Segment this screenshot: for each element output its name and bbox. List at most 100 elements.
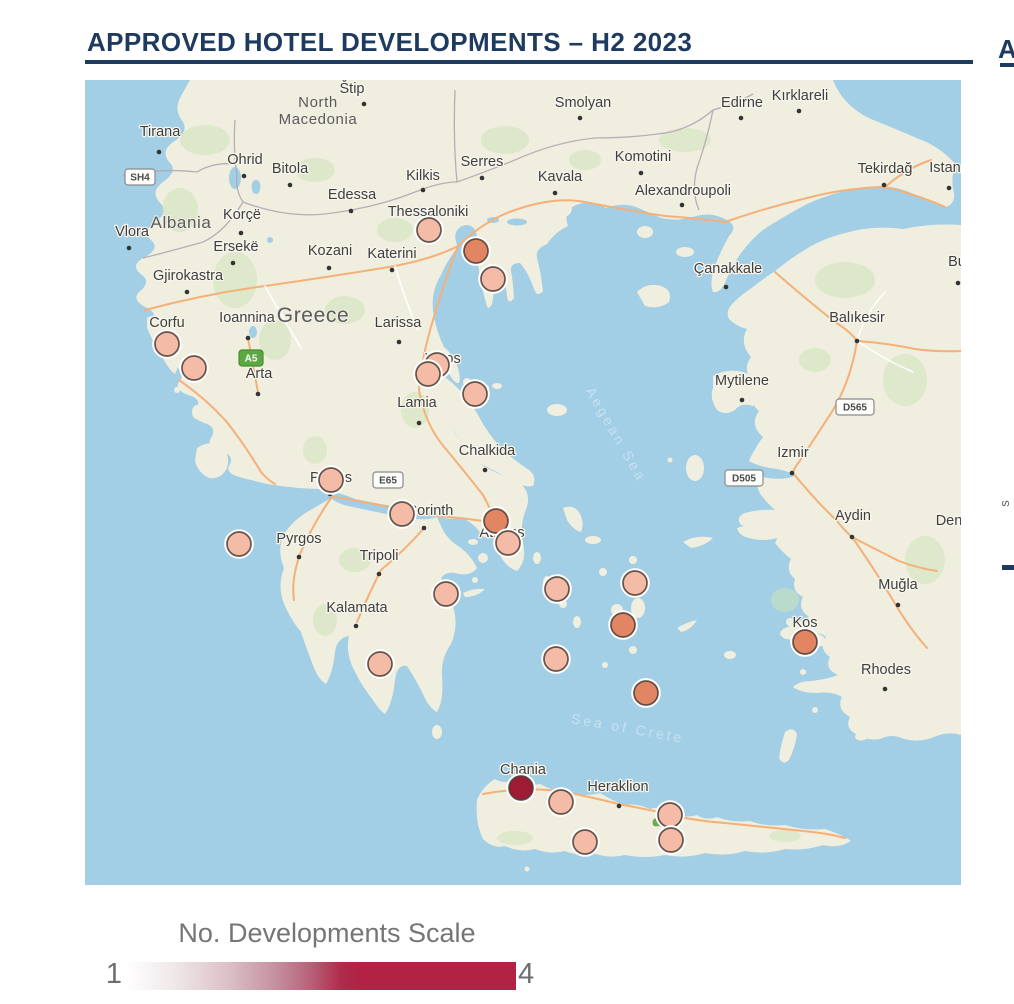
road-shield-d505: D505 bbox=[724, 469, 764, 487]
city-dot-edessa bbox=[348, 208, 354, 214]
adjacent-section-title-fragment: A bbox=[998, 34, 1014, 64]
city-dot-ohrid bbox=[241, 173, 247, 179]
city-label-ohrid: Ohrid bbox=[227, 152, 262, 168]
city-dot-izmir bbox=[789, 470, 795, 476]
island-ithaca bbox=[228, 449, 234, 455]
lake-prespa bbox=[251, 180, 261, 194]
city-label-komotini: Komotini bbox=[615, 149, 671, 165]
island-psara bbox=[667, 457, 673, 463]
island-sifnos bbox=[573, 616, 581, 628]
development-marker-value-1 bbox=[387, 499, 417, 529]
island-tilos bbox=[812, 707, 818, 713]
city-label-tekirda: Tekirdağ bbox=[858, 161, 913, 177]
city-label-bu: Bu bbox=[948, 254, 961, 270]
island-kythira bbox=[432, 725, 442, 739]
city-dot-mu-la bbox=[895, 602, 901, 608]
city-dot-katerini bbox=[389, 267, 395, 273]
development-marker-value-1 bbox=[546, 787, 576, 817]
city-label-kalamata: Kalamata bbox=[326, 600, 388, 616]
adjacent-title-underline-fragment bbox=[1000, 63, 1014, 67]
development-marker-value-2 bbox=[608, 610, 638, 640]
city-label-gjirokastra: Gjirokastra bbox=[153, 268, 224, 284]
city-dot-bu bbox=[955, 280, 961, 286]
development-marker-value-1 bbox=[493, 528, 523, 558]
development-marker-value-1 bbox=[460, 379, 490, 409]
city-label-aydin: Aydin bbox=[835, 508, 871, 524]
city-dot-edirne bbox=[738, 115, 744, 121]
development-marker-value-1 bbox=[542, 574, 572, 604]
legend-gradient-bar bbox=[127, 962, 516, 990]
island-ikaria bbox=[683, 536, 713, 548]
city-dot-ioannina bbox=[245, 335, 251, 341]
city-label-tirana: Tirana bbox=[140, 124, 181, 140]
city-label-arta: Arta bbox=[246, 366, 274, 382]
island-aegina bbox=[478, 553, 488, 563]
island-ios bbox=[629, 646, 637, 654]
svg-text:A5: A5 bbox=[245, 354, 258, 365]
island-mykonos bbox=[629, 556, 637, 564]
road-shield-e65: E65 bbox=[372, 471, 404, 489]
city-dot-smolyan bbox=[577, 115, 583, 121]
island-salamina bbox=[468, 539, 478, 545]
island-folegandros bbox=[602, 662, 608, 668]
lake-pamvotida bbox=[249, 326, 257, 338]
island-amorgos bbox=[677, 620, 697, 632]
development-marker-value-2 bbox=[461, 236, 491, 266]
adjacent-content-dash-fragment bbox=[1002, 565, 1014, 570]
svg-text:D505: D505 bbox=[732, 474, 756, 485]
development-marker-value-1 bbox=[570, 827, 600, 857]
country-label-north: North bbox=[298, 94, 338, 111]
development-marker-value-1 bbox=[656, 825, 686, 855]
city-dot-vlora bbox=[126, 245, 132, 251]
development-marker-value-1 bbox=[478, 264, 508, 294]
city-label-chalkida: Chalkida bbox=[459, 443, 516, 459]
city-label-kos: Kos bbox=[793, 615, 818, 631]
island-chios bbox=[686, 455, 704, 481]
vegetation-layer bbox=[162, 125, 945, 845]
island-samothrace bbox=[637, 226, 653, 238]
city-label-edessa: Edessa bbox=[328, 187, 377, 203]
development-marker-value-1 bbox=[620, 568, 650, 598]
city-label-heraklion: Heraklion bbox=[587, 779, 648, 795]
city-label-pyrgos: Pyrgos bbox=[276, 531, 321, 547]
city-label-edirne: Edirne bbox=[721, 95, 763, 111]
city-dot-gjirokastra bbox=[184, 289, 190, 295]
island-nisyros bbox=[800, 669, 806, 675]
svg-text:E65: E65 bbox=[379, 476, 397, 487]
island-poros bbox=[472, 577, 478, 583]
road-shield-sh4: SH4 bbox=[124, 168, 156, 186]
island-lefkada bbox=[192, 405, 202, 419]
lake-kastoria bbox=[267, 237, 273, 243]
city-label-bitola: Bitola bbox=[272, 161, 309, 177]
city-dot-corinth bbox=[421, 525, 427, 531]
city-label-serres: Serres bbox=[461, 154, 504, 170]
city-label-k-rklareli: Kırklareli bbox=[772, 88, 828, 104]
city-dots-layer bbox=[126, 101, 961, 809]
city-label-bal-kesir: Balıkesir bbox=[829, 310, 885, 326]
city-label-kilkis: Kilkis bbox=[406, 168, 440, 184]
legend: No. Developments Scale 1 4 bbox=[0, 918, 1014, 1004]
island-kefalonia bbox=[195, 443, 229, 479]
legend-min-label: 1 bbox=[105, 958, 122, 990]
city-dot-larissa bbox=[396, 339, 402, 345]
city-dot-komotini bbox=[638, 170, 644, 176]
development-marker-value-1 bbox=[152, 329, 182, 359]
city-dot-tirana bbox=[156, 149, 162, 155]
city-label-vlora: Vlora bbox=[115, 224, 150, 240]
greece-hotel-developments-map: Aegean Sea Sea of Crete North Macedonia Alb… bbox=[85, 80, 961, 885]
city-dot-kavala bbox=[552, 190, 558, 196]
island-gokceada bbox=[676, 247, 694, 257]
island-samos bbox=[737, 524, 778, 540]
city-dot-istan bbox=[946, 185, 952, 191]
island-limnos bbox=[637, 284, 670, 308]
landmass-balkans-thrace bbox=[136, 80, 956, 571]
city-label-tip: Štip bbox=[340, 80, 365, 97]
country-label-albania: Albania bbox=[151, 213, 212, 232]
city-dot-serres bbox=[479, 175, 485, 181]
island-syros bbox=[599, 568, 607, 576]
development-marker-value-1 bbox=[179, 353, 209, 383]
development-marker-value-1 bbox=[655, 800, 685, 830]
island-lesbos bbox=[711, 370, 762, 413]
island-naxos bbox=[631, 598, 645, 618]
